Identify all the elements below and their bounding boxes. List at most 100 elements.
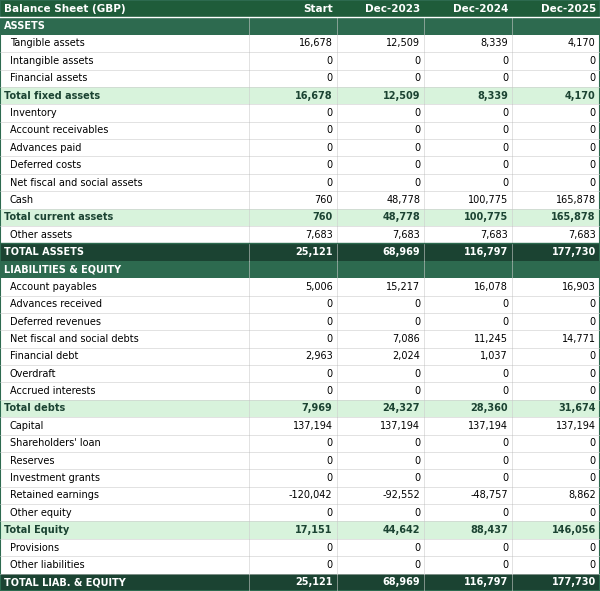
Text: Account payables: Account payables	[10, 282, 97, 292]
Text: 0: 0	[590, 299, 596, 309]
Bar	[249, 139, 337, 157]
Bar	[0, 70, 249, 87]
Bar	[249, 261, 337, 278]
Bar	[337, 191, 424, 209]
Text: 0: 0	[502, 56, 508, 66]
Bar	[512, 574, 600, 591]
Bar	[249, 0, 337, 17]
Text: Net fiscal and social debts: Net fiscal and social debts	[10, 334, 139, 344]
Text: 0: 0	[326, 439, 332, 448]
Text: 0: 0	[414, 73, 420, 83]
Bar	[337, 0, 424, 17]
Text: Total debts: Total debts	[4, 404, 65, 414]
Bar	[249, 174, 337, 191]
Bar	[0, 104, 249, 122]
Text: 2,024: 2,024	[392, 351, 420, 361]
Bar	[512, 243, 600, 261]
Bar	[424, 157, 512, 174]
Text: Provisions: Provisions	[10, 543, 59, 553]
Bar	[337, 504, 424, 521]
Text: 0: 0	[590, 351, 596, 361]
Text: Other equity: Other equity	[10, 508, 71, 518]
Text: 0: 0	[502, 456, 508, 466]
Bar	[424, 70, 512, 87]
Bar	[337, 434, 424, 452]
Bar	[337, 469, 424, 487]
Bar	[424, 487, 512, 504]
Text: 0: 0	[502, 508, 508, 518]
Bar	[424, 174, 512, 191]
Bar	[512, 70, 600, 87]
Bar	[512, 52, 600, 70]
Bar	[0, 365, 249, 382]
Bar	[249, 122, 337, 139]
Text: Balance Sheet (GBP): Balance Sheet (GBP)	[4, 4, 126, 14]
Text: 0: 0	[414, 125, 420, 135]
Text: 16,678: 16,678	[295, 90, 332, 100]
Bar	[0, 226, 249, 243]
Text: Shareholders' loan: Shareholders' loan	[10, 439, 100, 448]
Text: 0: 0	[414, 439, 420, 448]
Bar	[0, 139, 249, 157]
Bar	[424, 0, 512, 17]
Text: Reserves: Reserves	[10, 456, 54, 466]
Text: 0: 0	[502, 299, 508, 309]
Bar	[337, 382, 424, 400]
Text: 17,151: 17,151	[295, 525, 332, 535]
Text: 0: 0	[590, 56, 596, 66]
Bar	[249, 469, 337, 487]
Text: Cash: Cash	[10, 195, 34, 205]
Bar	[249, 400, 337, 417]
Text: 1,037: 1,037	[480, 351, 508, 361]
Text: 0: 0	[502, 160, 508, 170]
Bar	[337, 174, 424, 191]
Bar	[337, 139, 424, 157]
Bar	[512, 400, 600, 417]
Text: 7,969: 7,969	[302, 404, 332, 414]
Text: Account receivables: Account receivables	[10, 125, 108, 135]
Bar	[512, 434, 600, 452]
Bar	[337, 261, 424, 278]
Bar	[512, 296, 600, 313]
Text: 0: 0	[502, 143, 508, 152]
Bar	[512, 452, 600, 469]
Bar	[337, 104, 424, 122]
Text: 16,678: 16,678	[299, 38, 332, 48]
Text: 0: 0	[326, 143, 332, 152]
Bar	[337, 17, 424, 35]
Text: 2,963: 2,963	[305, 351, 332, 361]
Text: 7,683: 7,683	[305, 230, 332, 240]
Bar	[512, 504, 600, 521]
Text: 0: 0	[590, 317, 596, 327]
Bar	[337, 330, 424, 348]
Text: Retained earnings: Retained earnings	[10, 491, 98, 501]
Text: 0: 0	[414, 560, 420, 570]
Bar	[337, 35, 424, 52]
Bar	[0, 574, 249, 591]
Bar	[0, 87, 249, 104]
Bar	[249, 104, 337, 122]
Bar	[512, 0, 600, 17]
Bar	[0, 278, 249, 296]
Text: 165,878: 165,878	[556, 195, 596, 205]
Text: 7,683: 7,683	[568, 230, 596, 240]
Bar	[0, 417, 249, 434]
Text: 0: 0	[326, 369, 332, 379]
Bar	[249, 504, 337, 521]
Text: 12,509: 12,509	[383, 90, 420, 100]
Text: 177,730: 177,730	[551, 247, 596, 257]
Bar	[512, 35, 600, 52]
Bar	[249, 157, 337, 174]
Text: 137,194: 137,194	[293, 421, 332, 431]
Bar	[337, 296, 424, 313]
Text: 14,771: 14,771	[562, 334, 596, 344]
Text: 100,775: 100,775	[464, 212, 508, 222]
Bar	[512, 348, 600, 365]
Bar	[337, 417, 424, 434]
Text: Total current assets: Total current assets	[4, 212, 113, 222]
Text: 0: 0	[502, 125, 508, 135]
Bar	[249, 348, 337, 365]
Bar	[0, 556, 249, 574]
Bar	[424, 278, 512, 296]
Bar	[0, 330, 249, 348]
